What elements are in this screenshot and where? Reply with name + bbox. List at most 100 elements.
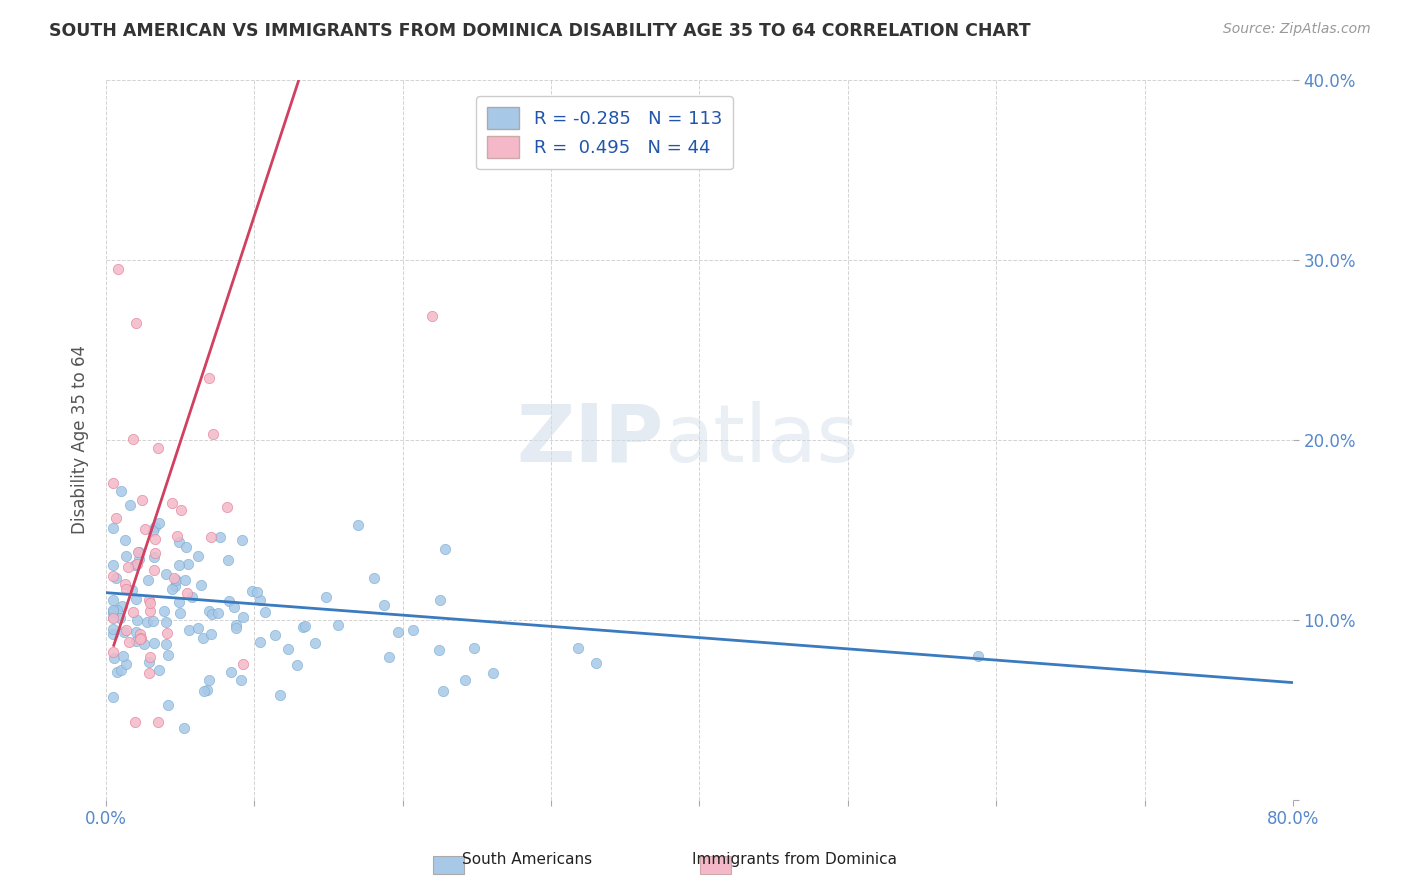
Point — [148, 664, 170, 678]
Point — [135, 615, 157, 629]
Point — [427, 643, 450, 657]
Point — [173, 721, 195, 735]
Point — [136, 574, 159, 588]
Point — [967, 649, 990, 664]
Text: ZIP: ZIP — [516, 401, 664, 479]
Point — [315, 591, 337, 605]
Point — [142, 615, 165, 629]
Point — [128, 551, 150, 566]
Point — [103, 650, 125, 665]
Point — [143, 533, 166, 547]
Point — [122, 606, 145, 620]
Point — [165, 573, 187, 587]
Point — [200, 626, 222, 640]
Point — [363, 572, 385, 586]
Point — [179, 623, 201, 637]
Point — [166, 529, 188, 543]
Point — [120, 498, 142, 512]
Point — [138, 604, 160, 618]
Point — [232, 657, 254, 671]
Point — [163, 571, 186, 585]
Point — [326, 618, 349, 632]
Point — [107, 261, 129, 276]
Point — [225, 621, 247, 635]
Point — [187, 621, 209, 635]
Point — [155, 637, 177, 651]
Point — [124, 558, 146, 573]
Point — [173, 573, 195, 587]
Point — [155, 615, 177, 629]
Point — [156, 648, 179, 662]
Point — [174, 540, 197, 554]
Point — [138, 655, 160, 669]
Point — [187, 549, 209, 563]
Point — [152, 604, 174, 618]
Point — [219, 665, 242, 680]
Point — [291, 620, 314, 634]
Point — [127, 613, 149, 627]
Point — [122, 432, 145, 446]
Point — [125, 624, 148, 639]
Point — [125, 633, 148, 648]
Point — [129, 627, 152, 641]
Point — [200, 530, 222, 544]
Point — [222, 600, 245, 615]
Point — [240, 583, 263, 598]
Point — [347, 518, 370, 533]
Text: SOUTH AMERICAN VS IMMIGRANTS FROM DOMINICA DISABILITY AGE 35 TO 64 CORRELATION C: SOUTH AMERICAN VS IMMIGRANTS FROM DOMINI… — [49, 22, 1031, 40]
Point — [191, 631, 214, 645]
Point — [249, 635, 271, 649]
Text: Immigrants from Dominica: Immigrants from Dominica — [692, 852, 897, 867]
Point — [195, 683, 218, 698]
Point — [225, 618, 247, 632]
Point — [167, 595, 190, 609]
Point — [429, 592, 451, 607]
Point — [129, 632, 152, 647]
Point — [142, 524, 165, 539]
Point — [160, 496, 183, 510]
Point — [420, 309, 443, 323]
Point — [143, 520, 166, 534]
Point — [463, 640, 485, 655]
Point — [103, 627, 125, 641]
Point — [139, 596, 162, 610]
Point — [103, 476, 125, 491]
Point — [163, 580, 186, 594]
Point — [143, 549, 166, 564]
Point — [115, 657, 138, 672]
Point — [160, 582, 183, 596]
Point — [134, 522, 156, 536]
Point — [198, 370, 221, 384]
Point — [143, 563, 166, 577]
Point — [169, 607, 191, 621]
Point — [190, 577, 212, 591]
Point — [103, 592, 125, 607]
Point — [103, 622, 125, 636]
Point — [110, 663, 132, 677]
Point — [104, 571, 127, 585]
Point — [198, 604, 221, 618]
Point — [111, 599, 134, 614]
Point — [103, 558, 125, 573]
Point — [105, 665, 128, 679]
Point — [103, 603, 125, 617]
Point — [156, 626, 179, 640]
Y-axis label: Disability Age 35 to 64: Disability Age 35 to 64 — [72, 345, 89, 534]
Point — [143, 636, 166, 650]
Text: atlas: atlas — [664, 401, 858, 479]
Point — [112, 649, 135, 664]
Point — [378, 649, 401, 664]
Point — [202, 427, 225, 442]
Point — [108, 611, 131, 625]
Point — [208, 530, 231, 544]
Point — [148, 516, 170, 530]
Point — [193, 684, 215, 698]
Point — [127, 557, 149, 571]
Point — [294, 619, 316, 633]
Point — [157, 698, 180, 712]
Point — [277, 641, 299, 656]
Point — [114, 577, 136, 591]
Point — [125, 592, 148, 607]
Point — [110, 483, 132, 498]
Point — [207, 607, 229, 621]
